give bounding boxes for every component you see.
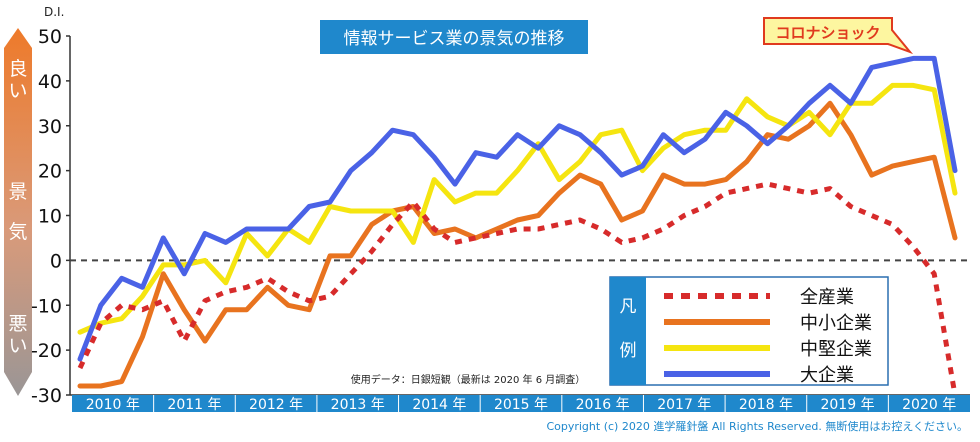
y-tick-label: 0 bbox=[50, 250, 62, 272]
y-tick-label: 40 bbox=[38, 71, 62, 93]
legend-title-bg bbox=[610, 277, 646, 385]
series-line-mid bbox=[77, 82, 958, 335]
legend-label: 大企業 bbox=[800, 365, 854, 386]
legend-title-2: 例 bbox=[620, 341, 637, 361]
year-label: 2016 年 bbox=[576, 397, 630, 413]
y-axis-label: D.I. bbox=[44, 5, 64, 19]
side-label-bad: 悪い bbox=[8, 313, 27, 357]
side-label-mid: 景気 bbox=[8, 181, 27, 243]
y-tick-label: -20 bbox=[31, 340, 62, 362]
year-label: 2020 年 bbox=[902, 397, 956, 413]
year-bar bbox=[72, 395, 970, 412]
sentiment-arrow bbox=[4, 28, 32, 396]
series-line-small bbox=[77, 100, 958, 389]
year-label: 2010 年 bbox=[86, 397, 140, 413]
y-tick-label: -30 bbox=[31, 385, 62, 407]
side-label-good: 良い bbox=[8, 58, 27, 102]
legend-label: 全産業 bbox=[800, 287, 854, 308]
series-line-large bbox=[77, 55, 958, 362]
corona-label: コロナショック bbox=[775, 24, 880, 42]
copyright: Copyright (c) 2020 進学羅針盤 All Rights Rese… bbox=[546, 419, 968, 433]
year-label: 2019 年 bbox=[820, 397, 874, 413]
y-tick-label: 10 bbox=[38, 206, 62, 228]
legend-label: 中堅企業 bbox=[800, 339, 872, 360]
title-box bbox=[320, 20, 588, 54]
source-note: 使用データ：日銀短観（最新は 2020 年 6 月調査） bbox=[351, 373, 586, 386]
year-label: 2014 年 bbox=[412, 397, 466, 413]
corona-callout bbox=[763, 17, 914, 55]
year-label: 2012 年 bbox=[249, 397, 303, 413]
y-tick-label: 50 bbox=[38, 26, 62, 48]
year-label: 2018 年 bbox=[739, 397, 793, 413]
chart-title: 情報サービス業の景気の推移 bbox=[344, 29, 565, 49]
year-label: 2015 年 bbox=[494, 397, 548, 413]
legend-label: 中小企業 bbox=[800, 313, 872, 334]
year-label: 2017 年 bbox=[657, 397, 711, 413]
legend-title: 凡 bbox=[620, 297, 637, 317]
year-label: 2013 年 bbox=[331, 397, 385, 413]
y-tick-label: 20 bbox=[38, 161, 62, 183]
y-tick-label: 30 bbox=[38, 116, 62, 138]
y-tick-label: -10 bbox=[31, 295, 62, 317]
year-label: 2011 年 bbox=[167, 397, 221, 413]
